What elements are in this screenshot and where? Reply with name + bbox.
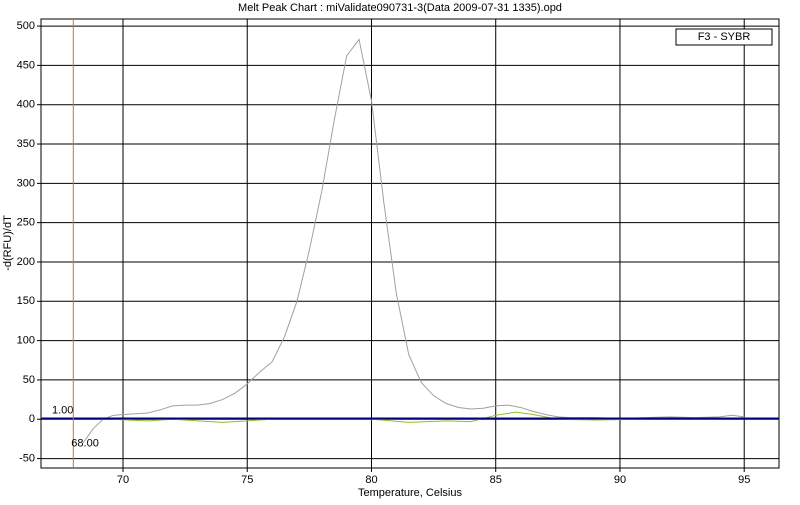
y-tick-label: 350 — [17, 138, 35, 150]
y-tick-label: 300 — [17, 177, 35, 189]
x-tick-label: 70 — [117, 474, 129, 486]
y-tick-label: 0 — [29, 413, 35, 425]
x-tick-label: 95 — [738, 474, 750, 486]
legend-label: F3 - SYBR — [698, 31, 751, 43]
y-tick-label: -50 — [19, 452, 35, 464]
x-tick-label: 90 — [614, 474, 626, 486]
x-tick-label: 80 — [365, 474, 377, 486]
y-tick-label: 400 — [17, 99, 35, 111]
y-tick-label: 200 — [17, 256, 35, 268]
threshold-label: 1.00 — [52, 404, 73, 416]
y-tick-label: 50 — [23, 374, 35, 386]
x-tick-label: 85 — [490, 474, 502, 486]
marker-label: 68.00 — [71, 437, 99, 449]
x-axis-label: Temperature, Celsius — [358, 487, 462, 499]
legend-box — [675, 28, 773, 46]
y-tick-label: 450 — [17, 59, 35, 71]
y-axis-label: -d(RFU)/dT — [2, 215, 14, 271]
y-tick-label: 500 — [17, 20, 35, 32]
chart-title: Melt Peak Chart : miValidate090731-3(Dat… — [238, 2, 562, 14]
y-tick-label: 250 — [17, 217, 35, 229]
y-tick-label: 100 — [17, 335, 35, 347]
plot-area — [40, 18, 780, 469]
data-line — [110, 411, 745, 423]
y-tick-label: 150 — [17, 295, 35, 307]
x-tick-label: 75 — [241, 474, 253, 486]
